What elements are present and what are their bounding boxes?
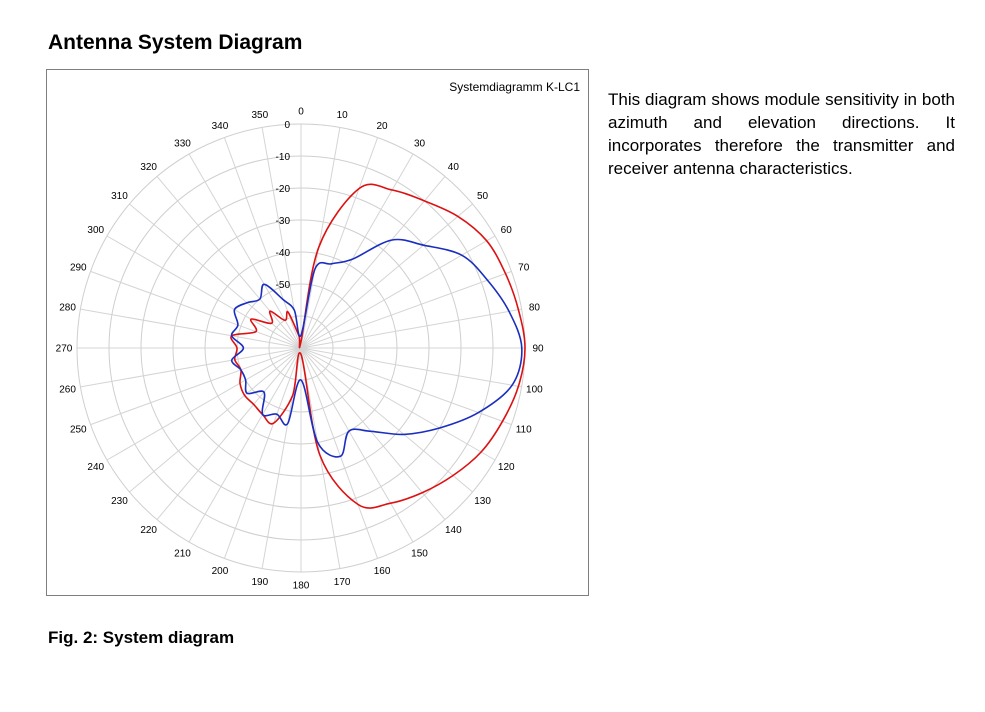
grid-spoke — [300, 347, 522, 388]
grid-spoke — [300, 347, 512, 426]
angle-tick-label: 280 — [59, 302, 76, 313]
radial-tick-label: 0 — [284, 120, 290, 131]
grid-spoke — [300, 347, 473, 493]
grid-spoke — [300, 153, 414, 349]
grid-spoke — [129, 347, 302, 493]
polar-plot-area: 0 10 20 30 40 50 60 70 80 90 100 110 120 130 140 150 160… — [56, 107, 544, 592]
angle-tick-label: 130 — [474, 496, 491, 507]
angle-tick-label: 110 — [516, 425, 532, 436]
angle-tick-label: 310 — [111, 191, 128, 202]
angle-tick-label: 200 — [212, 566, 229, 577]
angle-tick-label: 80 — [529, 302, 541, 313]
grid-spoke — [188, 153, 302, 349]
angle-tick-label: 20 — [376, 121, 388, 132]
grid-spoke — [300, 347, 446, 520]
angle-tick-label: 100 — [526, 385, 543, 396]
angle-tick-label: 170 — [334, 577, 351, 588]
angle-tick-label: 190 — [252, 577, 269, 588]
grid-spoke — [300, 347, 496, 461]
grid-spoke — [300, 347, 379, 559]
angle-tick-label: 350 — [252, 110, 269, 121]
angle-tick-label: 160 — [374, 566, 391, 577]
angle-tick-label: 250 — [70, 425, 87, 436]
angle-tick-label: 70 — [518, 262, 530, 273]
angle-tick-label: 260 — [59, 385, 76, 396]
radial-tick-label: -10 — [276, 152, 291, 163]
grid-spoke — [300, 235, 496, 349]
polar-chart: 0 10 20 30 40 50 60 70 80 90 100 110 120 130 140 150 160… — [46, 69, 589, 596]
angle-tick-label: 180 — [293, 581, 310, 592]
angle-tick-label: 220 — [140, 525, 157, 536]
radial-tick-label: -30 — [276, 216, 291, 227]
chart-title: Systemdiagramm K-LC1 — [449, 80, 580, 94]
angle-tick-label: 300 — [87, 225, 104, 236]
grid-spoke — [300, 127, 341, 349]
radial-tick-label: -50 — [276, 280, 291, 291]
grid-spoke — [106, 347, 302, 461]
grid-spoke — [188, 347, 302, 543]
radial-tick-label: -40 — [276, 248, 291, 259]
grid-spoke — [300, 270, 512, 349]
angle-tick-label: 140 — [445, 525, 462, 536]
angle-tick-label: 240 — [87, 462, 104, 473]
page-heading: Antenna System Diagram — [48, 31, 303, 54]
angle-tick-label: 40 — [448, 162, 460, 173]
grid-spoke — [300, 137, 379, 349]
angle-tick-label: 0 — [298, 107, 304, 118]
grid-spoke — [300, 176, 446, 349]
grid-spoke — [129, 203, 302, 349]
grid-spoke — [80, 308, 302, 349]
radial-tick-label: -20 — [276, 184, 291, 195]
angle-tick-label: 60 — [501, 225, 513, 236]
angle-tick-label: 30 — [414, 138, 426, 149]
angle-tick-label: 340 — [212, 121, 229, 132]
grid-spoke — [300, 308, 522, 349]
angle-tick-label: 210 — [174, 549, 191, 560]
angle-tick-label: 230 — [111, 496, 128, 507]
series-line — [230, 183, 526, 509]
series-line — [230, 238, 523, 458]
description-text: This diagram shows module sensitivity in… — [608, 90, 955, 178]
grid-spoke — [90, 347, 302, 426]
grid-spoke — [80, 347, 302, 388]
figure-caption: Fig. 2: System diagram — [48, 628, 235, 647]
angle-tick-label: 330 — [174, 138, 191, 149]
grid-spoke — [106, 235, 302, 349]
grid-spoke — [300, 203, 473, 349]
grid-spoke — [223, 347, 302, 559]
angle-tick-label: 290 — [70, 262, 87, 273]
grid-spoke — [156, 347, 302, 520]
angle-tick-label: 150 — [411, 549, 428, 560]
angle-tick-label: 10 — [337, 110, 349, 121]
grid-spoke — [300, 347, 414, 543]
angle-tick-label: 120 — [498, 462, 515, 473]
angle-tick-label: 50 — [477, 191, 489, 202]
angle-tick-label: 270 — [56, 344, 73, 355]
grid-spoke — [90, 270, 302, 349]
angle-tick-label: 90 — [532, 344, 544, 355]
grid-spoke — [156, 176, 302, 349]
angle-tick-label: 320 — [140, 162, 157, 173]
